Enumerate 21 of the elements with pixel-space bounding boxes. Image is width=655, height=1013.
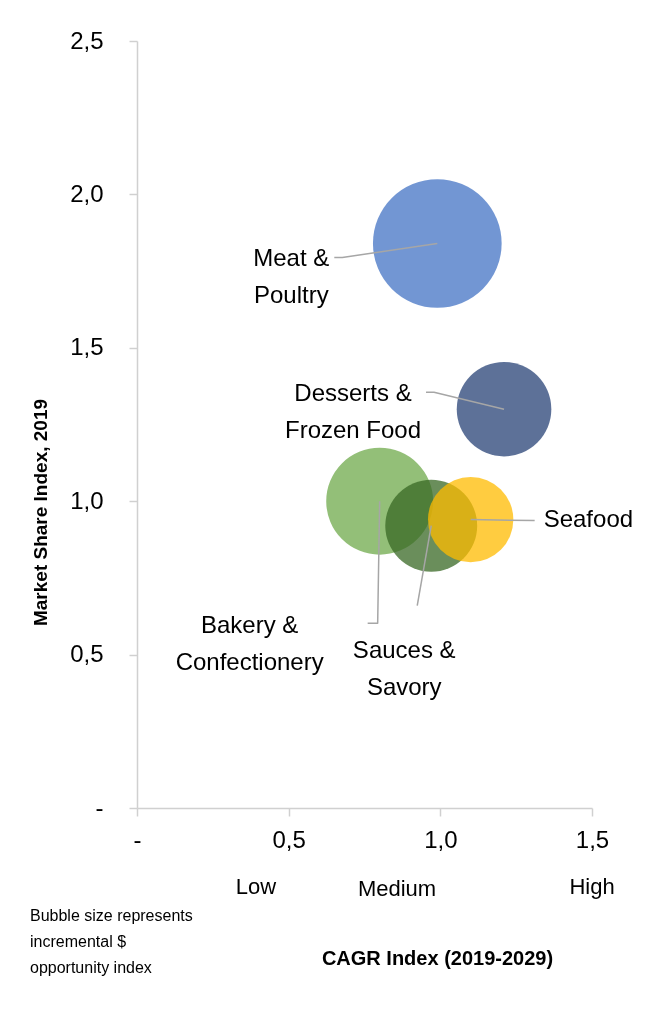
x-tick-label: 1,5: [575, 825, 610, 853]
text: High: [569, 874, 615, 899]
series-label: Desserts & Frozen Food: [284, 379, 422, 444]
text: Low: [235, 874, 277, 899]
x-axis-title: CAGR Index (2019-2029): [321, 946, 554, 969]
x-tick-label: -: [133, 825, 142, 853]
y-tick-label: 0,5: [70, 640, 104, 668]
text: Bakery & Confectionery: [175, 611, 324, 676]
y-tick-label: 2,5: [70, 26, 104, 54]
x-tick-label: 0,5: [272, 825, 306, 853]
x-tick-label: 1,0: [424, 825, 458, 853]
y-tick-label: 2,0: [70, 179, 104, 207]
text: Sauces & Savory: [352, 635, 456, 700]
series-label: Seafood: [543, 504, 634, 532]
text: Bubble size represents incremental $ opportunity index: [30, 907, 193, 976]
y-tick-label: -: [95, 793, 104, 821]
y-tick-label: 1,5: [70, 333, 104, 361]
y-tick-label: 1,0: [70, 486, 104, 514]
text: Medium: [357, 876, 437, 901]
series-label: Meat & Poultry: [253, 244, 330, 309]
y-axis-title: Market Share Index, 2019: [29, 398, 51, 627]
